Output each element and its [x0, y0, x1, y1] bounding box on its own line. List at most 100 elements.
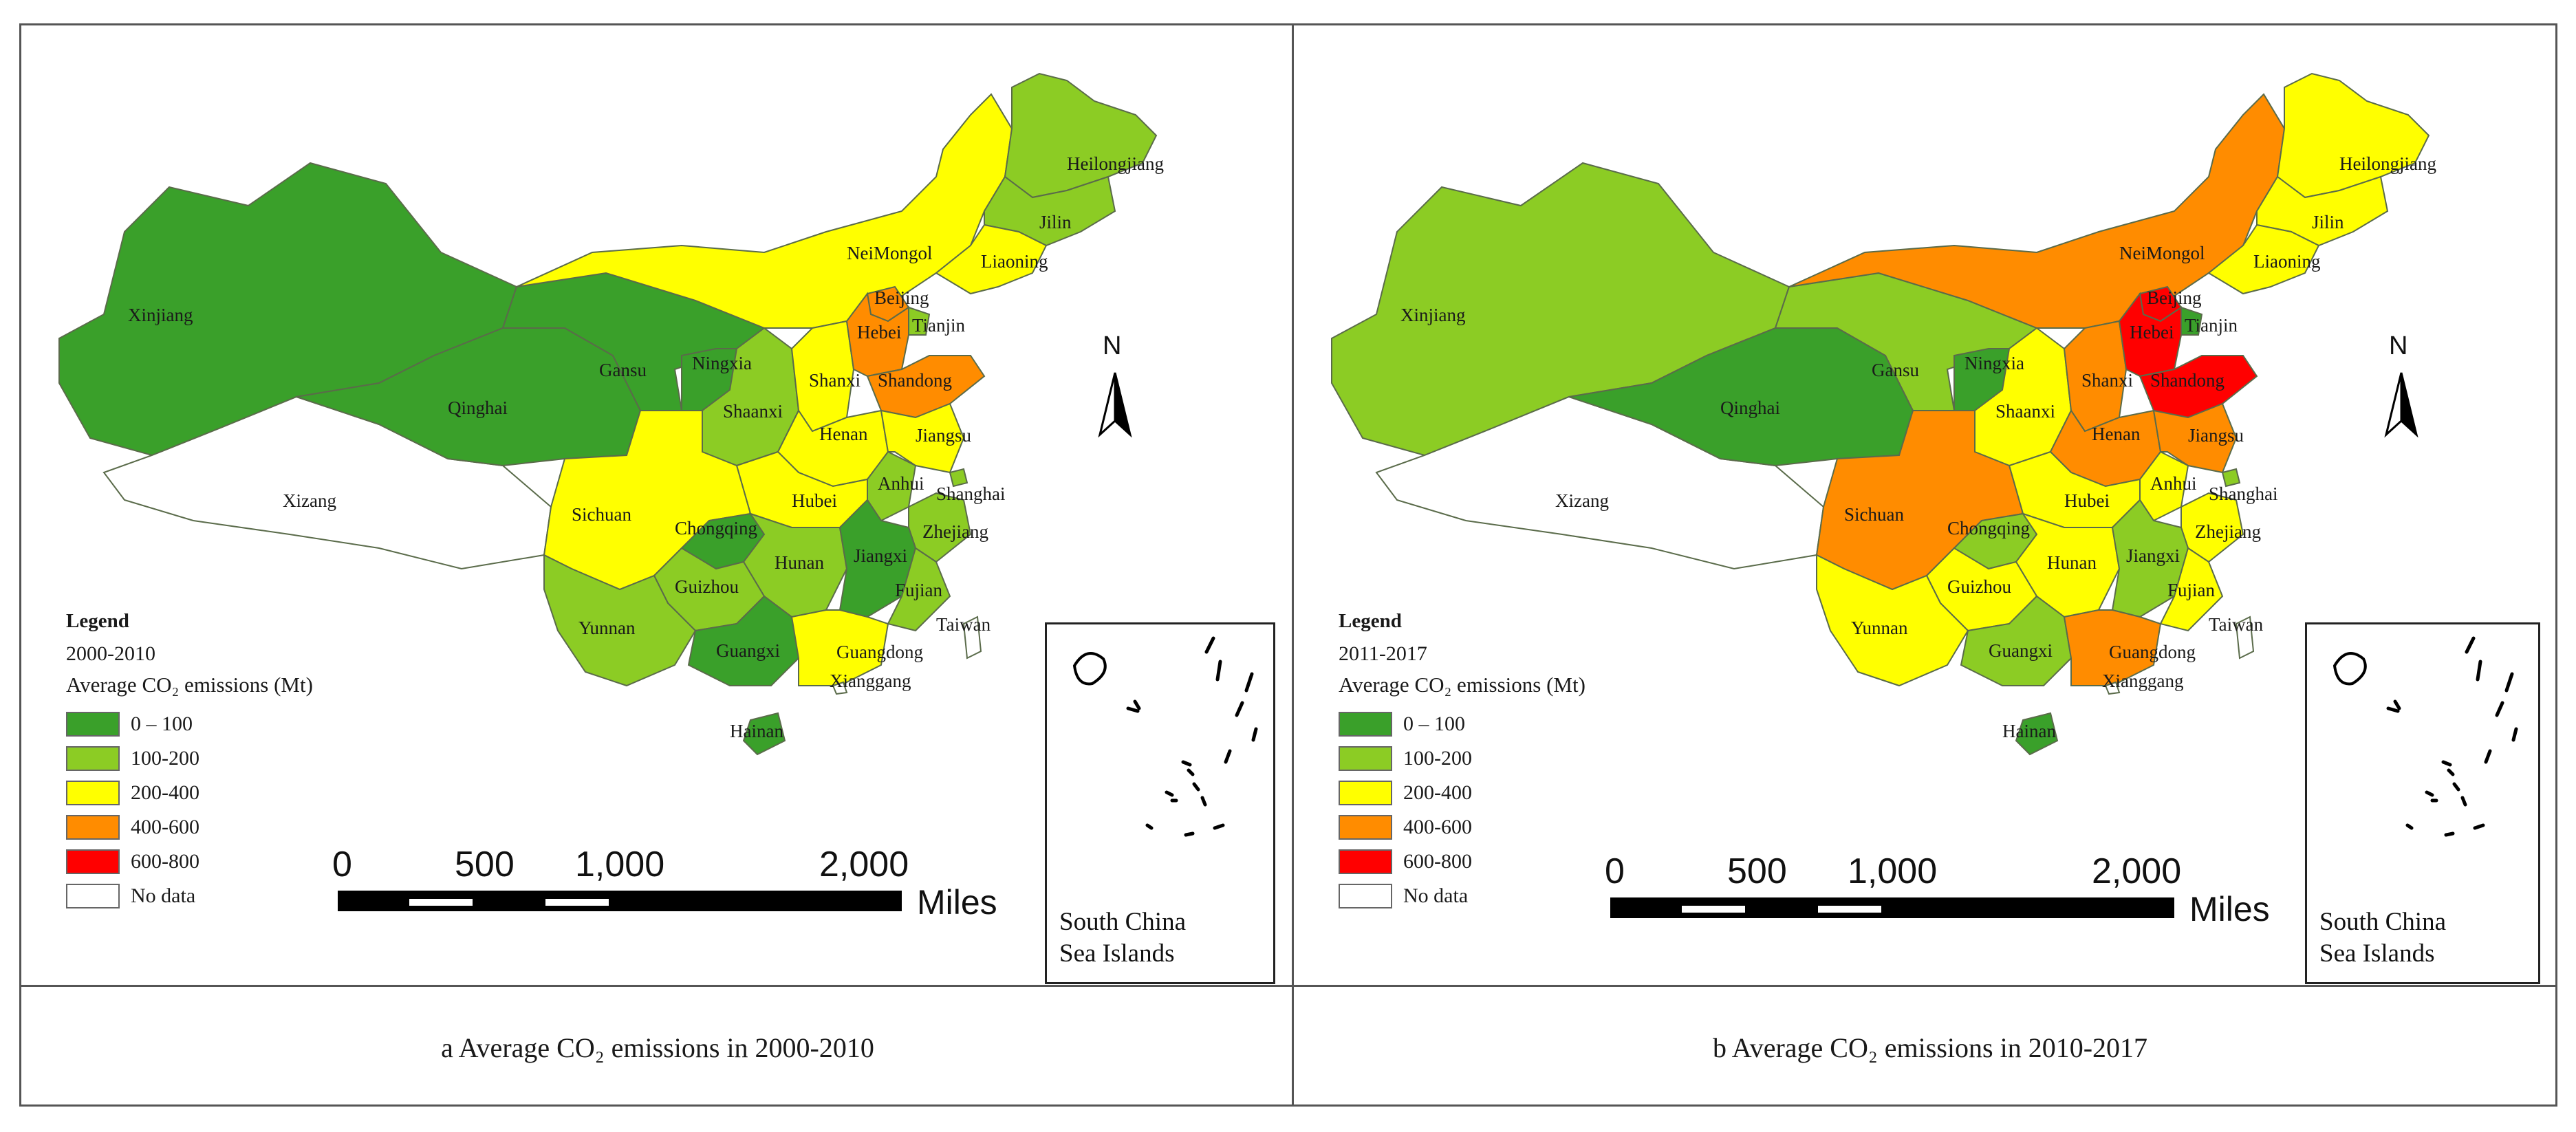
china-map: Xinjiang Xizang Qinghai Gansu NeiMongol Heilo…: [58, 72, 1164, 756]
province-label-henan: Henan: [819, 424, 868, 444]
province-label-hainan: Hainan: [730, 721, 783, 741]
legend-item: 0 – 100: [66, 707, 313, 741]
province-hainan: [2015, 712, 2059, 756]
province-jilin: [2256, 175, 2389, 247]
province-label-gansu: Gansu: [599, 360, 647, 380]
province-xianggang: [2104, 681, 2121, 695]
islands-sketch: [2333, 636, 2518, 837]
scale-unit: Miles: [2189, 890, 2270, 928]
map-panel-2011-2017: Xinjiang Xizang Qinghai Gansu NeiMongol Heilo…: [1294, 25, 2566, 985]
inset-label-line-1: South China: [1059, 908, 1186, 936]
province-label-henan: Henan: [2092, 424, 2141, 444]
north-label: N: [2389, 331, 2408, 360]
province-label-liaoning: Liaoning: [981, 251, 1048, 272]
province-label-jiangxi: Jiangxi: [2126, 545, 2180, 566]
figure-frame: [19, 23, 2557, 1107]
scale-tick: 500: [455, 845, 515, 884]
legend-label: 0 – 100: [131, 712, 193, 735]
province-label-xianggang: Xianggang: [830, 671, 911, 691]
scale-unit: Miles: [917, 883, 997, 922]
province-shanghai: [2221, 468, 2241, 488]
province-label-xinjiang: Xinjiang: [1400, 305, 1466, 325]
legend: Legend 2011-2017 Average CO₂ emissions (…: [1339, 610, 1585, 913]
province-label-hebei: Hebei: [2130, 322, 2174, 342]
inset-label-line-1: South China: [2319, 908, 2446, 936]
south-china-sea-inset: South China Sea Islands: [1045, 622, 1275, 984]
province-label-anhui: Anhui: [2150, 473, 2197, 494]
province-label-ningxia: Ningxia: [692, 353, 752, 373]
legend-subtitle: Average CO₂ emissions (Mt): [1339, 673, 1585, 697]
legend-swatch: [66, 781, 120, 805]
province-label-heilongjiang: Heilongjiang: [2339, 153, 2436, 174]
province-yunnan: [543, 554, 697, 687]
map-panel-2000-2010: Xinjiang Xizang Qinghai Gansu NeiMongol Heilo…: [21, 25, 1294, 985]
province-label-tianjin: Tianjin: [2185, 315, 2238, 336]
province-label-hunan: Hunan: [775, 552, 824, 573]
province-label-hubei: Hubei: [792, 490, 837, 511]
province-label-jilin: Jilin: [2312, 212, 2344, 232]
province-label-shandong: Shandong: [878, 370, 952, 391]
province-taiwan: [2235, 616, 2255, 660]
legend-item: 100-200: [66, 741, 313, 776]
province-label-shanxi: Shanxi: [809, 370, 861, 391]
province-label-beijing: Beijing: [2147, 287, 2202, 308]
scale-tick: 1,000: [575, 845, 665, 884]
province-label-guangdong: Guangdong: [836, 642, 923, 662]
province-label-guizhou: Guizhou: [675, 576, 739, 597]
legend-item: No data: [66, 879, 313, 913]
legend: Legend 2000-2010 Average CO₂ emissions (…: [66, 610, 313, 913]
legend-period: 2011-2017: [1339, 642, 1427, 665]
china-map: Xinjiang Xizang Qinghai Gansu NeiMongol Heilo…: [1331, 72, 2436, 756]
province-yunnan: [1816, 554, 1969, 687]
province-label-guizhou: Guizhou: [1947, 576, 2011, 597]
north-arrow: N: [2381, 331, 2436, 442]
province-label-tianjin: Tianjin: [912, 315, 966, 336]
north-arrow-icon: [1098, 372, 1132, 438]
province-label-taiwan: Taiwan: [936, 614, 991, 635]
legend-swatch: [66, 815, 120, 840]
province-label-jilin: Jilin: [1039, 212, 1072, 232]
caption-a: a Average CO₂ emissions in 2000-2010: [441, 1032, 874, 1063]
province-label-shanxi: Shanxi: [2081, 370, 2133, 391]
legend-swatch: [1339, 712, 1392, 737]
province-label-anhui: Anhui: [878, 473, 924, 494]
north-arrow: N: [1094, 331, 1149, 442]
province-label-xianggang: Xianggang: [2102, 671, 2183, 691]
province-label-xizang: Xizang: [1555, 490, 1609, 511]
legend-label: 200-400: [1403, 781, 1472, 804]
legend-swatch: [1339, 884, 1392, 908]
province-taiwan: [962, 616, 982, 660]
legend-item: 400-600: [1339, 810, 1585, 845]
province-label-gansu: Gansu: [1872, 360, 1919, 380]
province-label-guangxi: Guangxi: [1989, 640, 2053, 661]
province-label-hubei: Hubei: [2064, 490, 2110, 511]
scale-tick: 1,000: [1848, 851, 1938, 891]
province-label-shaanxi: Shaanxi: [1995, 401, 2055, 422]
province-label-neimongol: NeiMongol: [847, 243, 933, 263]
legend-swatch: [1339, 815, 1392, 840]
islands-sketch: [1072, 636, 1258, 837]
province-label-fujian: Fujian: [2167, 580, 2216, 600]
legend-item: 100-200: [1339, 741, 1585, 776]
province-label-neimongol: NeiMongol: [2119, 243, 2205, 263]
province-liaoning: [2207, 224, 2320, 295]
scale-bar-graphic: [338, 891, 902, 911]
province-label-shaanxi: Shaanxi: [723, 401, 783, 422]
province-label-jiangsu: Jiangsu: [2188, 425, 2244, 446]
legend-item: No data: [1339, 879, 1585, 913]
province-label-guangdong: Guangdong: [2109, 642, 2196, 662]
scale-tick: 500: [1727, 851, 1787, 891]
province-label-sichuan: Sichuan: [572, 504, 631, 525]
legend-label: 200-400: [131, 781, 199, 804]
province-label-liaoning: Liaoning: [2253, 251, 2320, 272]
south-china-sea-inset: South China Sea Islands: [2305, 622, 2540, 984]
legend-label: 600-800: [1403, 850, 1472, 873]
inset-label-line-2: Sea Islands: [2319, 939, 2435, 968]
north-label: N: [1103, 331, 1122, 360]
scale-tick: 2,000: [2092, 851, 2182, 891]
legend-item: 0 – 100: [1339, 707, 1585, 741]
province-jilin: [984, 175, 1116, 247]
legend-label: No data: [131, 884, 196, 907]
province-label-guangxi: Guangxi: [716, 640, 780, 661]
province-label-qinghai: Qinghai: [448, 398, 508, 418]
